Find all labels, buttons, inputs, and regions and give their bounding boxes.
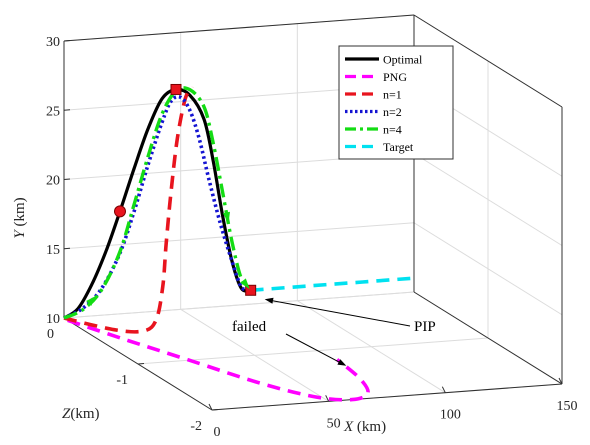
z-tick-label-2: -2	[190, 419, 202, 434]
series-line-png	[67, 318, 370, 402]
direction-arrow-1	[222, 211, 230, 224]
annotation-failed: failed	[232, 319, 267, 335]
y-tick-label-4: 30	[46, 35, 60, 50]
z-tick-mark-2	[211, 409, 219, 411]
x-tick-label-1: 50	[327, 416, 341, 431]
z-tick-label-0: 0	[47, 327, 54, 342]
x-tick-mark-3	[558, 377, 563, 385]
x-tick-mark-0	[208, 403, 213, 411]
y-tick-label-1: 15	[46, 243, 60, 258]
annotations: failed PIP	[232, 297, 436, 366]
series-layer	[63, 85, 415, 402]
grid-z-floor-1	[137, 337, 489, 365]
x-tick-mark-1	[325, 395, 330, 402]
legend-label-2: n=1	[383, 88, 402, 102]
legend-box	[338, 45, 454, 160]
box-top-back	[63, 14, 415, 42]
z-tick-mark-1	[137, 363, 145, 365]
z-axis-label: Z(km)	[62, 406, 100, 422]
legend-label-1: PNG	[383, 70, 407, 84]
annotation-pip-arrow-line	[270, 299, 411, 327]
series-line-n-2	[63, 94, 252, 320]
x-axis-label: X (km)	[343, 419, 386, 435]
legend-label-3: n=2	[383, 105, 402, 119]
box-floor-right	[413, 291, 563, 385]
legend-label-4: n=4	[383, 123, 402, 137]
legend-label-5: Target	[383, 140, 414, 154]
waypoint-marker-0	[114, 205, 126, 218]
series-line-optimal	[63, 87, 252, 320]
y-tick-label-2: 20	[46, 174, 60, 189]
apex-marker	[170, 83, 182, 95]
y-axis-label: Y (km)	[12, 197, 28, 238]
x-tick-label-2: 100	[440, 408, 461, 423]
x-tick-label-3: 150	[557, 399, 578, 414]
x-tick-mark-2	[441, 386, 446, 393]
y-tick-mark-1	[63, 247, 71, 250]
series-line-target	[250, 276, 415, 293]
annotation-failed-arrow-line	[285, 333, 342, 364]
y-tick-mark-3	[63, 109, 71, 111]
series-line-n-4	[63, 86, 253, 320]
direction-arrow-2	[240, 278, 250, 290]
grid	[63, 14, 563, 411]
annotation-pip-arrow-head	[264, 297, 274, 304]
x-tick-label-0: 0	[214, 425, 221, 440]
box-top-right	[413, 14, 563, 108]
direction-arrow-0	[86, 295, 97, 306]
grid-z-floor-0	[63, 291, 415, 319]
y-tick-mark-4	[63, 40, 71, 42]
series-line-n-1	[63, 85, 194, 334]
legend: Optimal PNG n=1 n=2 n=4 Target	[338, 45, 454, 160]
x-axis-line	[211, 383, 563, 411]
y-tick-label-0: 10	[46, 312, 60, 327]
marker-layer	[86, 83, 257, 306]
y-tick-mark-2	[63, 178, 71, 180]
annotation-failed-arrow-head	[337, 359, 347, 366]
y-tick-label-3: 25	[46, 104, 60, 119]
legend-label-0: Optimal	[383, 53, 423, 67]
annotation-pip: PIP	[414, 319, 436, 335]
pip-marker	[245, 284, 257, 296]
z-tick-label-1: -1	[116, 373, 128, 388]
grid-y-back-1	[63, 222, 415, 250]
tick-labels: 10 15 20 25 30 0 50 100 150 0 -1 -2	[46, 35, 578, 440]
